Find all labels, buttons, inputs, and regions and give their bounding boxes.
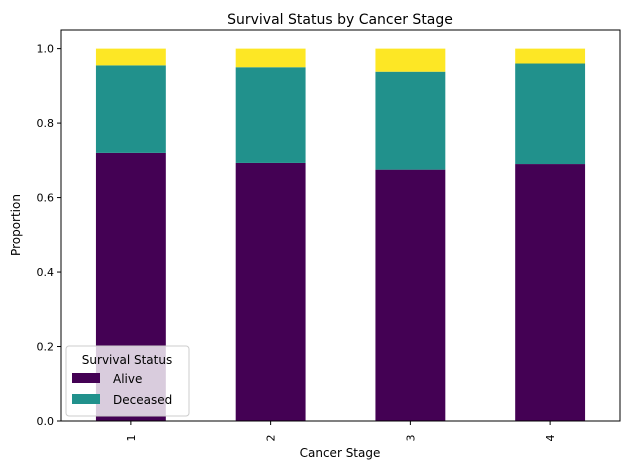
legend-swatch-deceased (72, 394, 100, 404)
bar-segment-2-series-3 (235, 48, 306, 68)
x-axis-label: Cancer Stage (300, 446, 381, 460)
y-tick-label: 0.0 (37, 415, 55, 428)
bar-segment-2-alive (235, 162, 306, 421)
y-tick-label: 1.0 (37, 43, 55, 56)
plot-frame (60, 29, 621, 422)
x-tick-label: 3 (404, 435, 417, 442)
y-tick-label: 0.8 (37, 117, 55, 130)
bar-segment-3-deceased (375, 71, 446, 170)
bar-segment-1-deceased (95, 65, 166, 153)
legend: Survival Status Alive Deceased (65, 345, 190, 417)
bars-layer (95, 48, 586, 421)
legend-swatch-alive (72, 373, 100, 383)
bar-segment-3-series-3 (375, 48, 446, 72)
legend-title: Survival Status (82, 353, 172, 367)
y-axis-label: Proportion (9, 194, 23, 256)
y-tick-label: 0.6 (37, 192, 55, 205)
bar-segment-4-deceased (515, 63, 586, 165)
x-axis: 1 2 3 4 (125, 421, 557, 442)
bar-segment-3-alive (375, 169, 446, 421)
bar-segment-1-series-3 (95, 48, 166, 66)
x-tick-label: 1 (125, 435, 138, 442)
bar-segment-4-alive (515, 164, 586, 421)
y-tick-label: 0.2 (37, 341, 55, 354)
chart-title: Survival Status by Cancer Stage (227, 12, 453, 28)
legend-label-alive: Alive (113, 372, 142, 386)
legend-label-deceased: Deceased (113, 393, 172, 407)
bar-segment-4-series-3 (515, 48, 586, 64)
x-tick-label: 4 (544, 435, 557, 442)
x-tick-label: 2 (265, 435, 278, 442)
y-axis: 0.0 0.2 0.4 0.6 0.8 1.0 (37, 43, 61, 428)
y-tick-label: 0.4 (37, 266, 55, 279)
bar-segment-2-deceased (235, 67, 306, 163)
